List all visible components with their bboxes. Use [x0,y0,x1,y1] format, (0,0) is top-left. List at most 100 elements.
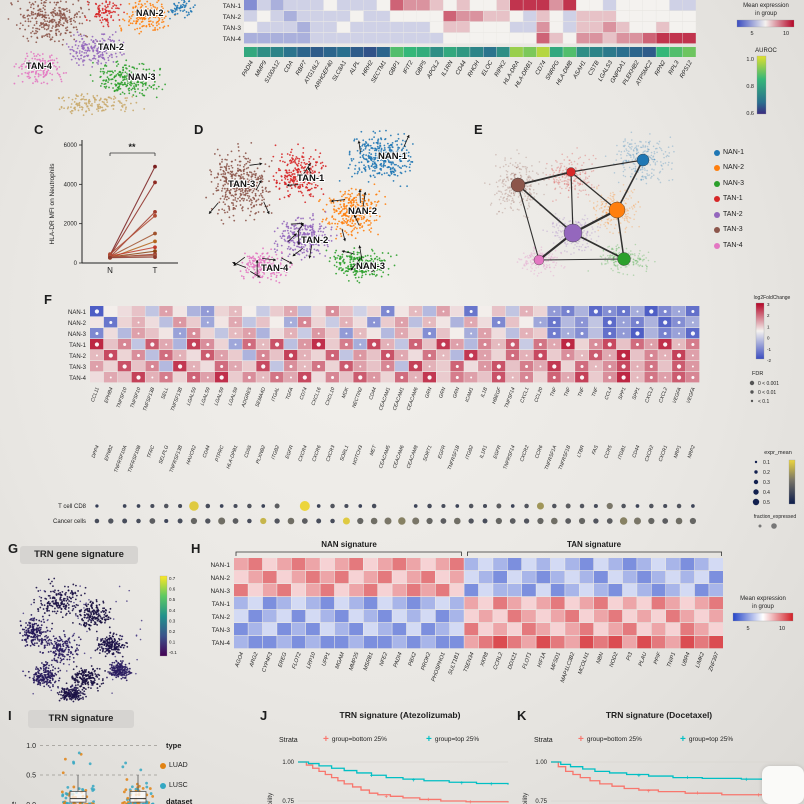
panel-label-d: D [194,122,204,137]
svg-text:**: ** [128,142,136,152]
type-legend-title: type [166,741,182,750]
svg-text:IFIT2: IFIT2 [402,59,415,75]
svg-text:TAN-2: TAN-2 [301,235,328,246]
paga-legend-nan3: NAN-3 [714,180,744,187]
km-k-top-legend: + group=top 25% [680,733,734,745]
legend-label: group=bottom 25% [331,736,387,743]
svg-text:HRH2: HRH2 [361,59,375,77]
panel-i-violin: 1.00.50.0score [11,743,160,804]
svg-text:TAN-2: TAN-2 [98,42,124,52]
svg-text:TAN-4: TAN-4 [223,36,242,43]
svg-text:TAN-3: TAN-3 [228,179,255,190]
svg-text:NAN-2: NAN-2 [348,206,377,217]
panel-label-e: E [474,122,483,137]
legend-label: group=top 25% [434,736,480,743]
nan2-color-dot [714,164,720,171]
svg-text:TAN-1: TAN-1 [223,3,242,10]
svg-text:IL1RN: IL1RN [441,59,455,77]
legend-label: LUSC [169,782,188,789]
svg-text:APOL2: APOL2 [426,59,442,80]
paga-legend-tan2: TAN-2 [714,211,743,218]
svg-text:10: 10 [783,31,789,37]
tan1-color-dot [714,195,720,202]
svg-text:RPS12: RPS12 [679,59,694,79]
svg-text:RPN2: RPN2 [654,59,668,76]
legend-label: group=top 25% [688,736,734,743]
svg-text:TAN-3: TAN-3 [223,25,242,32]
tan3-color-dot [714,226,720,233]
svg-text:ELOC: ELOC [481,59,495,77]
panel-label-k: K [517,708,527,723]
legend-label: NAN-3 [723,180,745,187]
lusc-color-dot [160,782,166,789]
legend-label: group=bottom 25% [586,736,642,743]
panel-label-h: H [191,541,201,556]
svg-text:6000: 6000 [64,143,78,149]
panel-d-velocity-umap: TAN-3 TAN-1 NAN-1 NAN-2 TAN-2 TAN-4 NAN-3 [205,129,414,284]
svg-text:TAN-4: TAN-4 [26,61,52,71]
svg-text:NAN-3: NAN-3 [128,72,156,82]
luad-legend-item: LUAD [160,762,188,769]
panel-label-c: C [34,122,44,137]
paga-legend-tan4: TAN-4 [714,242,743,249]
legend-label: NAN-2 [723,164,745,171]
km-atezolizumab-title: TRN signature (Atezolizumab) [339,710,461,720]
panel-j-km: 1.000.75Survival probability+++++++ [267,760,509,804]
km-docetaxel-title: TRN signature (Docetaxel) [605,710,713,720]
legend-label: LUAD [169,762,188,769]
svg-text:ALPL: ALPL [348,60,361,77]
svg-text:2000: 2000 [64,222,78,228]
svg-text:HLA-DR MFI on Neutrophils: HLA-DR MFI on Neutrophils [49,163,56,245]
svg-text:TAN-2: TAN-2 [223,14,242,21]
panel-k-km: 1.000.75Survival probability++++++ [522,760,796,804]
paga-legend-nan2: NAN-2 [714,164,744,171]
svg-text:NAN-2: NAN-2 [136,8,164,18]
legend-label: TAN-4 [723,242,743,249]
svg-text:TAN-4: TAN-4 [261,263,289,274]
dataset-legend-title: dataset [166,797,193,804]
strata-label: Strata [534,737,553,744]
svg-text:CDA: CDA [283,60,295,74]
tan4-color-dot [714,242,720,249]
svg-text:RBP7: RBP7 [295,59,308,76]
svg-text:GBP1: GBP1 [388,60,401,77]
legend-label: TAN-2 [723,211,743,218]
paga-legend-tan1: TAN-1 [714,195,743,202]
tan-signature-header: TAN signature [566,540,622,549]
km-j-bottom-legend: + group=bottom 25% [323,733,387,745]
svg-text:4000: 4000 [64,182,78,188]
svg-text:RPL3: RPL3 [668,59,681,76]
svg-text:0.6: 0.6 [746,111,754,117]
svg-text:RHOH: RHOH [467,59,481,78]
nan3-color-dot [714,180,720,187]
trn-signature-title: TRN signature [28,710,134,728]
svg-text:AUROC: AUROC [755,48,777,54]
corner-watermark [762,766,804,804]
luad-color-dot [160,762,166,769]
svg-text:NAN-3: NAN-3 [356,261,385,272]
legend-label: NAN-1 [723,149,745,156]
nan-signature-header: NAN signature [321,540,377,549]
svg-text:T: T [153,266,158,275]
svg-text:0.8: 0.8 [746,84,754,90]
panel-label-f: F [44,292,52,307]
plus-marker: + [680,733,686,745]
svg-text:CD74: CD74 [535,59,548,76]
panel-label-i: I [8,708,12,723]
nan1-color-dot [714,149,720,156]
km-k-bottom-legend: + group=bottom 25% [578,734,642,744]
svg-text:0: 0 [74,261,78,267]
plus-marker: + [426,733,432,745]
panel-g-trn-umap: 0.70.60.50.40.30.20.1-0.1 [19,575,177,703]
panel-label-j: J [260,708,268,723]
lusc-legend-item: LUSC [160,782,188,789]
km-j-top-legend: + group=top 25% [426,733,480,745]
legend-label: TAN-3 [723,226,743,233]
svg-text:NAN-1: NAN-1 [378,151,408,162]
plus-marker: + [323,733,329,745]
svg-text:PADI4: PADI4 [241,59,255,77]
panel-c-paired-plot: 0 2000 4000 6000 N T HLA-DR MFI on Neutrophils… [49,140,178,275]
